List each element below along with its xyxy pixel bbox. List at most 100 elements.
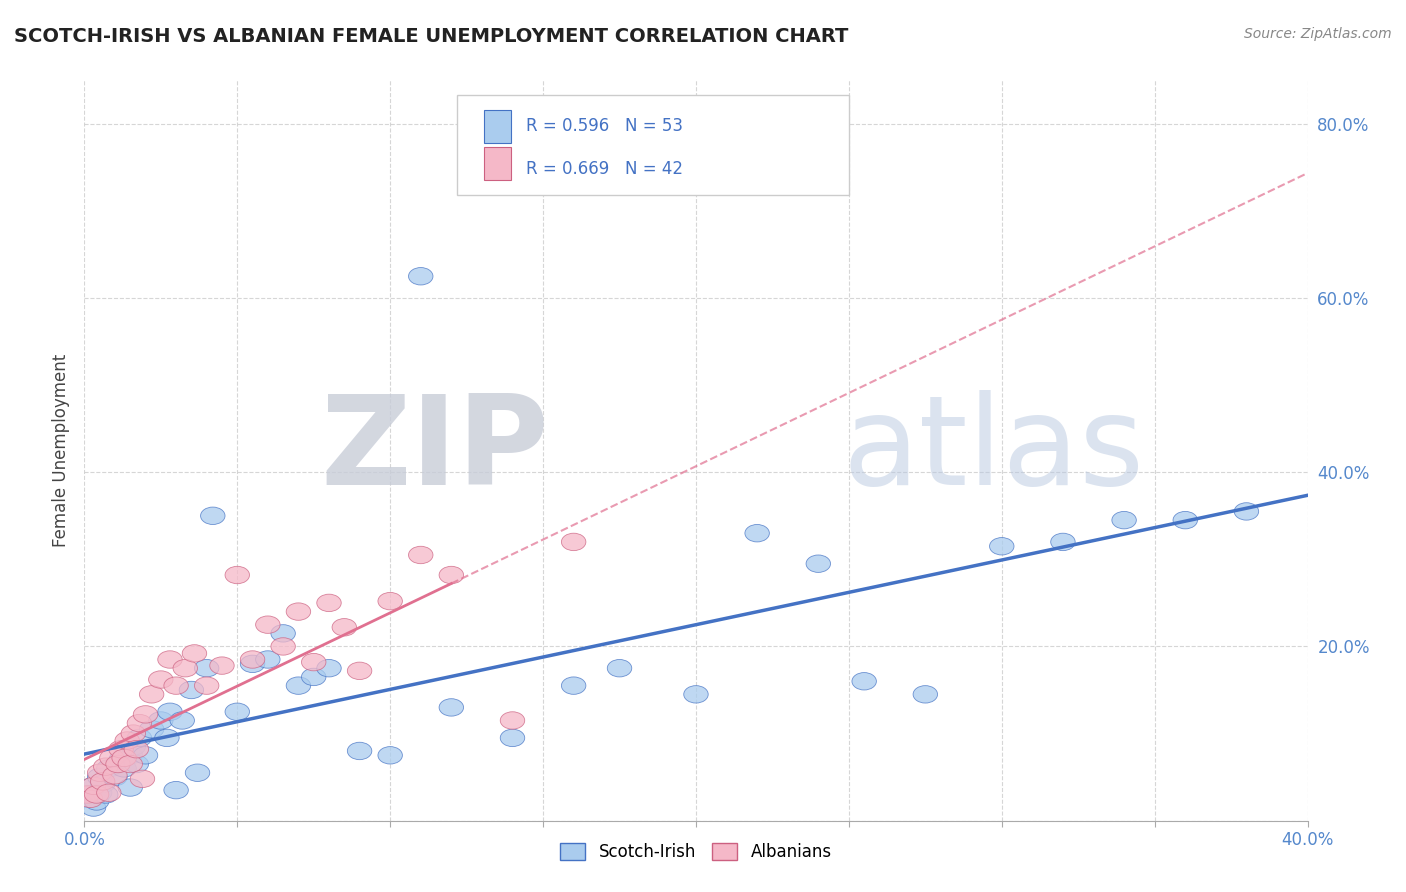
Ellipse shape: [225, 566, 249, 583]
Ellipse shape: [134, 747, 157, 764]
Ellipse shape: [105, 756, 131, 772]
Text: R = 0.669   N = 42: R = 0.669 N = 42: [526, 160, 683, 178]
Ellipse shape: [103, 766, 127, 784]
Ellipse shape: [332, 618, 357, 636]
Ellipse shape: [100, 749, 124, 766]
Ellipse shape: [1050, 533, 1076, 550]
Ellipse shape: [170, 712, 194, 729]
Ellipse shape: [271, 638, 295, 655]
Ellipse shape: [118, 756, 142, 772]
Ellipse shape: [683, 686, 709, 703]
Ellipse shape: [82, 799, 105, 816]
Ellipse shape: [240, 651, 264, 668]
FancyBboxPatch shape: [457, 95, 849, 195]
Ellipse shape: [1112, 511, 1136, 529]
Text: atlas: atlas: [842, 390, 1144, 511]
Ellipse shape: [439, 566, 464, 583]
Legend: Scotch-Irish, Albanians: Scotch-Irish, Albanians: [554, 837, 838, 868]
Ellipse shape: [79, 790, 103, 807]
Ellipse shape: [97, 784, 121, 802]
Ellipse shape: [378, 747, 402, 764]
Ellipse shape: [316, 659, 342, 677]
Ellipse shape: [194, 659, 219, 677]
Ellipse shape: [287, 677, 311, 694]
Ellipse shape: [225, 703, 249, 721]
Ellipse shape: [149, 671, 173, 689]
Ellipse shape: [121, 738, 146, 756]
Ellipse shape: [201, 507, 225, 524]
Y-axis label: Female Unemployment: Female Unemployment: [52, 354, 70, 547]
Ellipse shape: [94, 758, 118, 775]
Ellipse shape: [183, 645, 207, 662]
Ellipse shape: [121, 725, 146, 742]
Ellipse shape: [173, 659, 197, 677]
Ellipse shape: [745, 524, 769, 542]
Ellipse shape: [347, 662, 371, 680]
Ellipse shape: [157, 651, 183, 668]
Ellipse shape: [87, 768, 112, 786]
Ellipse shape: [165, 677, 188, 694]
Ellipse shape: [209, 657, 235, 674]
Ellipse shape: [501, 729, 524, 747]
Ellipse shape: [127, 729, 152, 747]
Ellipse shape: [75, 790, 100, 807]
Ellipse shape: [561, 533, 586, 550]
Ellipse shape: [990, 538, 1014, 555]
Ellipse shape: [271, 624, 295, 642]
Ellipse shape: [347, 742, 371, 760]
Ellipse shape: [378, 592, 402, 610]
Ellipse shape: [115, 731, 139, 749]
Ellipse shape: [90, 775, 115, 793]
Ellipse shape: [301, 668, 326, 686]
Ellipse shape: [134, 706, 157, 723]
Ellipse shape: [131, 770, 155, 788]
Ellipse shape: [439, 698, 464, 716]
Ellipse shape: [87, 764, 112, 781]
Ellipse shape: [139, 686, 165, 703]
Ellipse shape: [79, 786, 103, 803]
Ellipse shape: [124, 740, 149, 758]
Ellipse shape: [82, 777, 105, 795]
Text: R = 0.596   N = 53: R = 0.596 N = 53: [526, 118, 683, 136]
Ellipse shape: [165, 781, 188, 799]
Ellipse shape: [112, 749, 136, 766]
Ellipse shape: [1234, 503, 1258, 520]
Ellipse shape: [194, 677, 219, 694]
Ellipse shape: [75, 786, 100, 803]
FancyBboxPatch shape: [484, 147, 512, 180]
Ellipse shape: [139, 721, 165, 738]
Ellipse shape: [112, 760, 136, 777]
Text: ZIP: ZIP: [321, 390, 550, 511]
Ellipse shape: [806, 555, 831, 573]
Text: SCOTCH-IRISH VS ALBANIAN FEMALE UNEMPLOYMENT CORRELATION CHART: SCOTCH-IRISH VS ALBANIAN FEMALE UNEMPLOY…: [14, 27, 848, 45]
Ellipse shape: [240, 655, 264, 673]
Ellipse shape: [287, 603, 311, 620]
Ellipse shape: [409, 268, 433, 285]
Ellipse shape: [852, 673, 876, 690]
Ellipse shape: [90, 772, 115, 790]
Ellipse shape: [127, 714, 152, 731]
Ellipse shape: [118, 747, 142, 764]
Ellipse shape: [1173, 511, 1198, 529]
Ellipse shape: [84, 793, 108, 810]
Ellipse shape: [103, 768, 127, 786]
Ellipse shape: [256, 616, 280, 633]
Ellipse shape: [108, 751, 134, 768]
Ellipse shape: [316, 594, 342, 612]
Ellipse shape: [912, 686, 938, 703]
Text: Source: ZipAtlas.com: Source: ZipAtlas.com: [1244, 27, 1392, 41]
Ellipse shape: [149, 712, 173, 729]
Ellipse shape: [118, 779, 142, 797]
Ellipse shape: [82, 777, 105, 795]
Ellipse shape: [157, 703, 183, 721]
Ellipse shape: [97, 760, 121, 777]
Ellipse shape: [155, 729, 179, 747]
Ellipse shape: [409, 546, 433, 564]
Ellipse shape: [501, 712, 524, 729]
Ellipse shape: [561, 677, 586, 694]
Ellipse shape: [301, 654, 326, 671]
FancyBboxPatch shape: [484, 110, 512, 144]
Ellipse shape: [84, 786, 108, 803]
Ellipse shape: [124, 756, 149, 772]
Ellipse shape: [94, 786, 118, 803]
